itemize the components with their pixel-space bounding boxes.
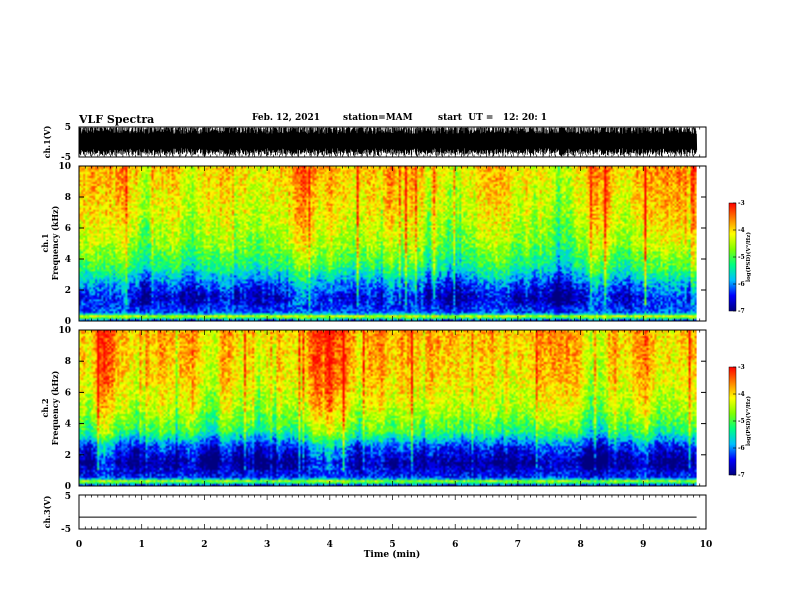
time-axis-ticks xyxy=(78,127,707,529)
ch1-ytick-top: 5 xyxy=(65,123,71,133)
ch1-colorbar-label: log(PSD)(V²/Hz) xyxy=(745,232,752,282)
time-axis-label: Time (min) xyxy=(364,549,421,560)
ch1-spectrogram-ytick-0: 0 xyxy=(65,317,71,327)
ch1-colorbar: -3 -4 -5 -6 -7 log(PSD)(V²/Hz) xyxy=(728,200,752,315)
ch1-spectrogram-ylabel-channel: ch.1 xyxy=(40,233,50,252)
ch1-spectrogram-panel: 0 2 4 6 8 10 ch.1 Frequency (kHz) xyxy=(40,162,707,327)
ch1-waveform-trace xyxy=(78,127,698,157)
ch1-colorbar-tick--7: -7 xyxy=(738,308,745,315)
ch1-ytick-bottom: -5 xyxy=(61,153,71,163)
ch1-colorbar-tick--6: -6 xyxy=(738,281,745,288)
ch1-waveform-path xyxy=(78,127,698,157)
ch1-spectrogram-image xyxy=(79,166,697,321)
ch2-colorbar: -3 -4 -5 -6 -7 log(PSD)(V²/Hz) xyxy=(728,364,752,479)
ch1-spectrogram-ytick-6: 6 xyxy=(65,224,71,234)
time-tick-label-2: 2 xyxy=(201,540,207,550)
ch2-colorbar-label: log(PSD)(V²/Hz) xyxy=(745,396,752,446)
time-axis-labels: 0 1 2 3 4 5 6 7 8 9 10 xyxy=(76,540,712,550)
ch2-spectrogram-ytick-6: 6 xyxy=(65,388,71,398)
ch3-ytick-top: 5 xyxy=(65,492,71,502)
time-tick-label-4: 4 xyxy=(327,540,333,550)
ch2-spectrogram-ytick-8: 8 xyxy=(65,357,71,367)
page-title: VLF Spectra xyxy=(79,113,155,126)
time-tick-label-7: 7 xyxy=(515,540,521,550)
time-tick-label-8: 8 xyxy=(577,540,583,550)
ch2-spectrogram-panel: 0 2 4 6 8 10 ch.2 Frequency (kHz) xyxy=(40,326,707,492)
ch1-spectrogram-ytick-8: 8 xyxy=(65,193,71,203)
ch3-waveform-ylabel: ch.3(V) xyxy=(42,495,52,528)
date-label: Feb. 12, 2021 xyxy=(252,113,321,123)
time-tick-label-1: 1 xyxy=(139,540,145,550)
time-tick-label-3: 3 xyxy=(264,540,270,550)
ch2-colorbar-tick--3: -3 xyxy=(738,364,745,371)
ch3-waveform-frame xyxy=(78,494,707,530)
ch1-colorbar-tick--4: -4 xyxy=(738,227,745,234)
ch2-spectrogram-ylabel-frequency: Frequency (kHz) xyxy=(50,370,60,445)
ch2-colorbar-tick--5: -5 xyxy=(738,418,745,425)
time-tick-label-5: 5 xyxy=(389,540,395,550)
ch2-spectrogram-ytick-4: 4 xyxy=(65,420,71,430)
ch2-colorbar-tick--7: -7 xyxy=(738,472,745,479)
ch1-colorbar-tick--3: -3 xyxy=(738,200,745,207)
time-tick-label-6: 6 xyxy=(452,540,458,550)
ch1-spectrogram-ylabel-frequency: Frequency (kHz) xyxy=(50,205,60,280)
time-tick-label-9: 9 xyxy=(640,540,646,550)
ch2-colorbar-tick--4: -4 xyxy=(738,391,745,398)
ch2-spectrogram-ytick-10: 10 xyxy=(58,326,71,336)
ch2-spectrogram-image xyxy=(79,330,697,486)
station-label: station=MAM xyxy=(343,113,413,123)
ch2-colorbar-tick--6: -6 xyxy=(738,445,745,452)
ch2-spectrogram-ylabel-channel: ch.2 xyxy=(40,398,50,417)
ch1-colorbar-tick--5: -5 xyxy=(738,254,745,261)
ch1-spectrogram-ytick-10: 10 xyxy=(58,162,71,172)
ch1-waveform-ylabel: ch.1(V) xyxy=(42,125,52,158)
time-tick-label-10: 10 xyxy=(700,540,713,550)
start-ut-label: start UT = 12: 20: 1 xyxy=(438,113,548,123)
ch3-ytick-bottom: -5 xyxy=(61,525,71,535)
ch2-spectrogram-ytick-2: 2 xyxy=(65,451,71,461)
ch1-spectrogram-ytick-2: 2 xyxy=(65,286,71,296)
ch1-spectrogram-ytick-4: 4 xyxy=(65,255,71,265)
time-tick-label-0: 0 xyxy=(76,540,82,550)
ch2-spectrogram-ytick-0: 0 xyxy=(65,482,71,492)
